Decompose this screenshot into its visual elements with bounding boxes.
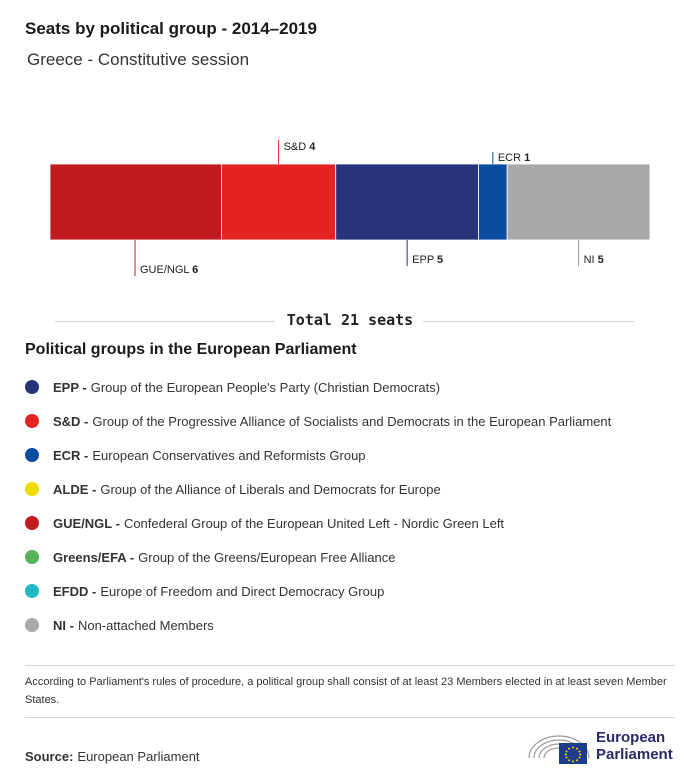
chart-subtitle: Greece - Constitutive session [27,50,250,69]
legend-item: Greens/EFA - Group of the Greens/European… [25,540,611,574]
legend-abbr: ALDE - [53,481,97,497]
segment-label-name: GUE/NGL [140,264,192,276]
legend-item: NI - Non-attached Members [25,608,611,642]
legend-item: EFDD - Europe of Freedom and Direct Democ… [25,574,611,608]
legend-item: EPP - Group of the European People's Part… [25,370,611,404]
legend-color-dot [25,584,39,598]
source-line: Source: European Parliament [25,749,200,764]
source-label: Source: [25,749,74,764]
total-right-rule [420,321,634,322]
legend-abbr: EFDD - [53,583,97,599]
total-seats-row: Total 21 seats [0,311,700,333]
bar-segment-epp [335,163,479,241]
legend-color-dot [25,380,39,394]
legend-color-dot [25,618,39,632]
segment-label-value: 5 [598,254,604,266]
footnote: According to Parliament's rules of proce… [25,676,667,706]
bar-segment-ni [506,163,651,241]
legend-description: Non-attached Members [77,617,214,633]
legend-color-dot [25,414,39,428]
total-seats-label: Total 21 seats [276,311,424,329]
legend-title: Political groups in the European Parliam… [25,341,357,358]
stacked-seat-bar-chart: GUE/NGL 6 S&D 4 EPP 5 ECR 1 NI 5 [49,140,651,276]
segment-label-name: S&D [284,141,310,153]
segment-label-value: 6 [192,264,198,276]
legend-color-dot [25,448,39,462]
legend-description: Group of the Greens/European Free Allian… [138,549,396,565]
legend-abbr: GUE/NGL - [53,515,120,531]
segment-label: S&D 4 [284,141,317,153]
logo-line-2: Parliament [596,746,673,763]
segment-label-name: NI [584,254,598,266]
legend-color-dot [25,516,39,530]
legend-description: Group of the Alliance of Liberals and De… [100,481,441,497]
segment-label: ECR 1 [498,152,530,164]
legend-description: Europe of Freedom and Direct Democracy G… [100,583,385,599]
political-groups-legend: EPP - Group of the European People's Part… [25,370,611,642]
chart-title: Seats by political group - 2014–2019 [25,19,317,38]
source-value: European Parliament [77,749,200,764]
legend-item: ECR - European Conservatives and Reformis… [25,438,611,472]
legend-item: GUE/NGL - Confederal Group of the Europea… [25,506,611,540]
segment-label: GUE/NGL 6 [140,264,198,276]
eu-flag-icon [559,743,587,764]
legend-item: S&D - Group of the Progressive Alliance o… [25,404,611,438]
logo-line-1: European [596,729,666,746]
legend-description: European Conservatives and Reformists Gr… [92,447,366,463]
legend-abbr: EPP - [53,379,87,395]
total-left-rule [55,321,275,322]
legend-color-dot [25,482,39,496]
segment-label: NI 5 [584,254,604,266]
segment-label-name: ECR [498,152,524,164]
segment-label-value: 1 [524,152,530,164]
legend-abbr: ECR - [53,447,89,463]
legend-description: Group of the European People's Party (Ch… [90,379,441,395]
legend-abbr: S&D - [53,413,89,429]
segment-label-value: 5 [437,254,443,266]
divider-bottom [25,717,675,718]
legend-color-dot [25,550,39,564]
legend-abbr: Greens/EFA - [53,549,135,565]
legend-item: ALDE - Group of the Alliance of Liberals … [25,472,611,506]
divider-top [25,665,675,666]
segment-label: EPP 5 [412,254,443,266]
bar-segment-gue-ngl [49,163,222,241]
segment-label-value: 4 [309,141,316,153]
legend-abbr: NI - [53,617,74,633]
legend-description: Group of the Progressive Alliance of Soc… [92,413,612,429]
european-parliament-logo: European Parliament [526,728,676,768]
hemicycle-icon [528,735,590,764]
segment-label-name: EPP [412,254,437,266]
legend-description: Confederal Group of the European United … [123,515,505,531]
bar-segment-ecr [478,163,508,241]
bar-segment-s-d [221,163,337,241]
